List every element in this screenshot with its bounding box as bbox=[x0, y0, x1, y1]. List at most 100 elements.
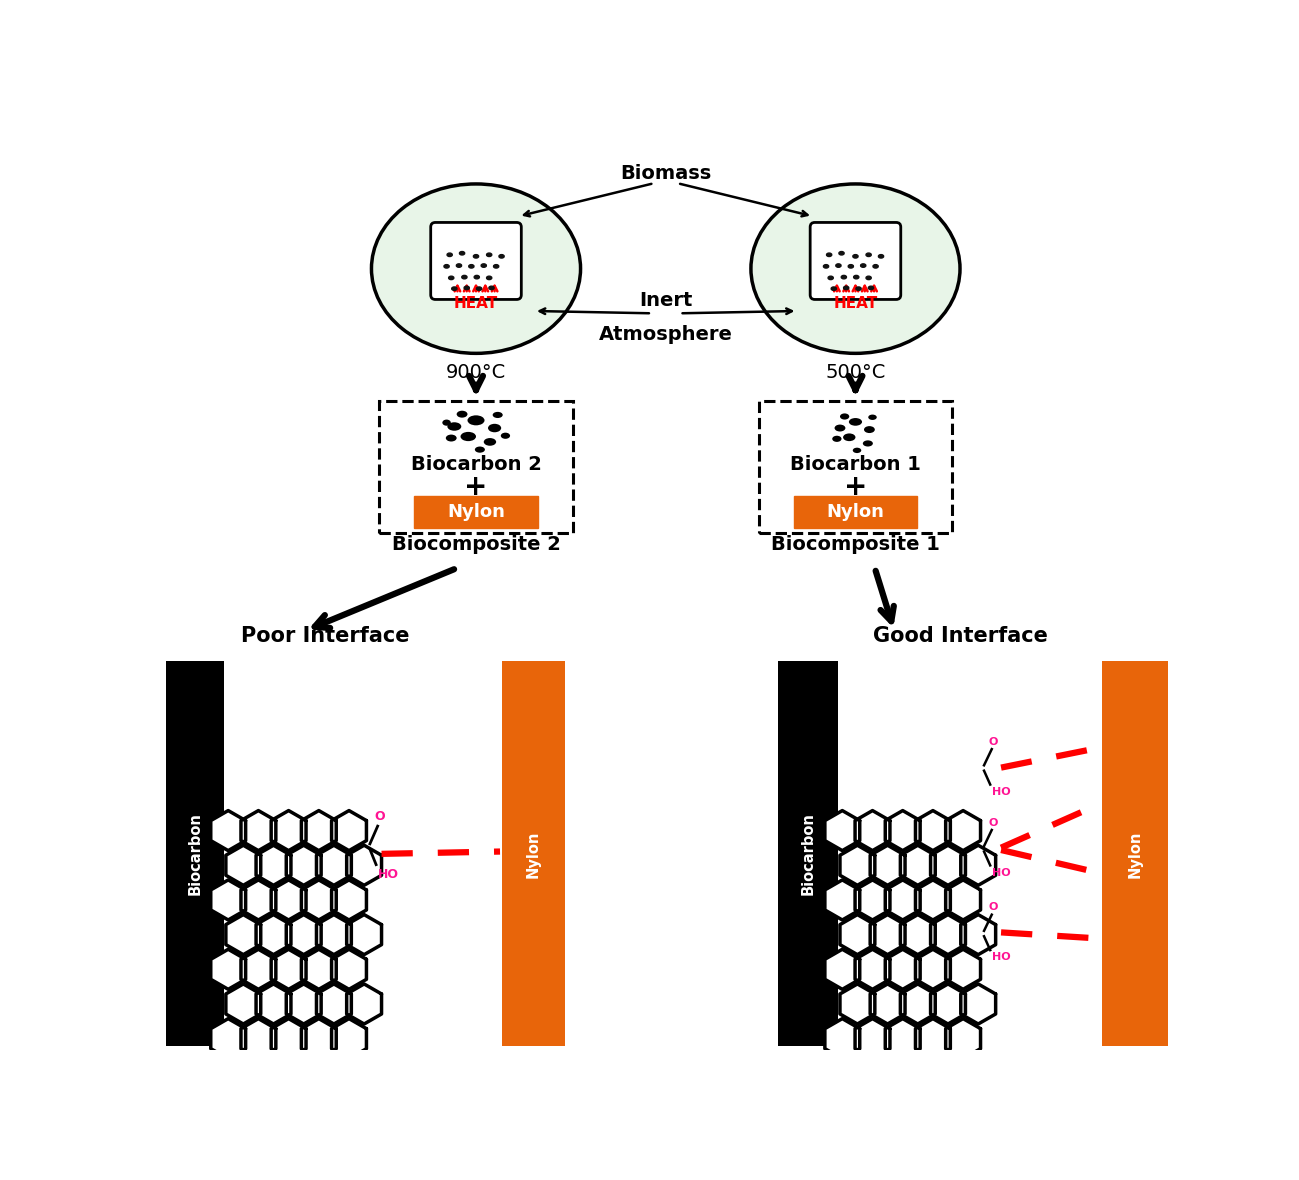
Polygon shape bbox=[825, 880, 860, 920]
Text: Nylon: Nylon bbox=[826, 503, 885, 520]
Ellipse shape bbox=[839, 251, 844, 255]
Polygon shape bbox=[347, 845, 382, 885]
Ellipse shape bbox=[826, 253, 831, 256]
Text: O: O bbox=[374, 809, 386, 824]
Ellipse shape bbox=[852, 447, 861, 453]
Ellipse shape bbox=[461, 432, 475, 441]
Text: Biocomposite 1: Biocomposite 1 bbox=[772, 535, 940, 553]
Polygon shape bbox=[900, 845, 935, 885]
Polygon shape bbox=[347, 984, 382, 1024]
Ellipse shape bbox=[444, 264, 449, 268]
Ellipse shape bbox=[842, 275, 847, 278]
Ellipse shape bbox=[831, 287, 837, 290]
Ellipse shape bbox=[856, 287, 861, 290]
Bar bbox=[166, 661, 225, 1047]
Polygon shape bbox=[916, 880, 951, 920]
Ellipse shape bbox=[848, 418, 863, 426]
Ellipse shape bbox=[447, 422, 461, 431]
Ellipse shape bbox=[499, 255, 504, 258]
Polygon shape bbox=[946, 811, 981, 851]
Polygon shape bbox=[210, 880, 246, 920]
Ellipse shape bbox=[827, 276, 833, 280]
Text: Poor Interface: Poor Interface bbox=[240, 627, 409, 647]
Polygon shape bbox=[317, 984, 351, 1024]
Polygon shape bbox=[961, 845, 995, 885]
Ellipse shape bbox=[481, 264, 486, 268]
Text: 900°C: 900°C bbox=[446, 363, 507, 382]
Polygon shape bbox=[840, 914, 874, 955]
Polygon shape bbox=[226, 914, 261, 955]
Polygon shape bbox=[317, 845, 351, 885]
Polygon shape bbox=[900, 914, 935, 955]
Ellipse shape bbox=[448, 276, 453, 280]
Ellipse shape bbox=[833, 435, 842, 441]
Text: +: + bbox=[464, 472, 487, 500]
Ellipse shape bbox=[840, 413, 850, 420]
Ellipse shape bbox=[461, 275, 468, 278]
Polygon shape bbox=[855, 949, 890, 989]
Ellipse shape bbox=[863, 440, 873, 446]
Ellipse shape bbox=[751, 184, 960, 353]
Ellipse shape bbox=[864, 426, 874, 433]
Text: 500°C: 500°C bbox=[825, 363, 886, 382]
Ellipse shape bbox=[473, 255, 478, 258]
Ellipse shape bbox=[447, 253, 452, 256]
Ellipse shape bbox=[843, 287, 848, 289]
Ellipse shape bbox=[464, 287, 469, 289]
Polygon shape bbox=[916, 811, 951, 851]
Ellipse shape bbox=[460, 251, 465, 255]
Polygon shape bbox=[855, 1018, 890, 1058]
Ellipse shape bbox=[488, 424, 501, 432]
Ellipse shape bbox=[469, 264, 474, 268]
Polygon shape bbox=[855, 880, 890, 920]
Polygon shape bbox=[870, 845, 905, 885]
Polygon shape bbox=[240, 811, 275, 851]
Polygon shape bbox=[271, 811, 307, 851]
Polygon shape bbox=[256, 845, 291, 885]
Text: Biomass: Biomass bbox=[620, 164, 712, 183]
Ellipse shape bbox=[488, 287, 494, 289]
Text: HO: HO bbox=[991, 952, 1011, 963]
Ellipse shape bbox=[866, 276, 872, 280]
Polygon shape bbox=[271, 949, 307, 989]
Polygon shape bbox=[930, 984, 965, 1024]
Text: Nylon: Nylon bbox=[447, 503, 505, 520]
Polygon shape bbox=[825, 949, 860, 989]
Ellipse shape bbox=[868, 287, 873, 289]
Ellipse shape bbox=[835, 264, 840, 268]
Polygon shape bbox=[331, 880, 366, 920]
Polygon shape bbox=[916, 1018, 951, 1058]
Polygon shape bbox=[317, 914, 351, 955]
Polygon shape bbox=[961, 914, 995, 955]
Polygon shape bbox=[210, 811, 246, 851]
Ellipse shape bbox=[475, 446, 485, 453]
Text: Biocarbon 2: Biocarbon 2 bbox=[410, 455, 542, 474]
Bar bbox=[778, 661, 838, 1047]
Polygon shape bbox=[286, 984, 321, 1024]
Ellipse shape bbox=[853, 275, 859, 278]
Polygon shape bbox=[885, 949, 920, 989]
Text: HEAT: HEAT bbox=[834, 296, 878, 310]
Polygon shape bbox=[271, 880, 307, 920]
Bar bbox=[1102, 661, 1168, 1047]
Polygon shape bbox=[271, 1018, 307, 1058]
Polygon shape bbox=[331, 949, 366, 989]
Text: O: O bbox=[989, 818, 998, 827]
Polygon shape bbox=[226, 984, 261, 1024]
Ellipse shape bbox=[474, 275, 479, 278]
Ellipse shape bbox=[501, 433, 511, 439]
Polygon shape bbox=[240, 880, 275, 920]
Polygon shape bbox=[855, 811, 890, 851]
Ellipse shape bbox=[443, 420, 451, 426]
Polygon shape bbox=[210, 949, 246, 989]
Polygon shape bbox=[840, 984, 874, 1024]
Ellipse shape bbox=[866, 253, 872, 256]
Text: Atmosphere: Atmosphere bbox=[599, 324, 733, 343]
Polygon shape bbox=[946, 949, 981, 989]
Polygon shape bbox=[331, 1018, 366, 1058]
Text: HEAT: HEAT bbox=[453, 296, 498, 310]
FancyBboxPatch shape bbox=[431, 223, 521, 300]
Ellipse shape bbox=[853, 255, 859, 258]
Ellipse shape bbox=[834, 425, 846, 432]
Ellipse shape bbox=[861, 264, 866, 268]
